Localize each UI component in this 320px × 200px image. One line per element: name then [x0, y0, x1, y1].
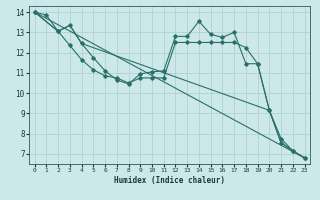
- X-axis label: Humidex (Indice chaleur): Humidex (Indice chaleur): [114, 176, 225, 185]
